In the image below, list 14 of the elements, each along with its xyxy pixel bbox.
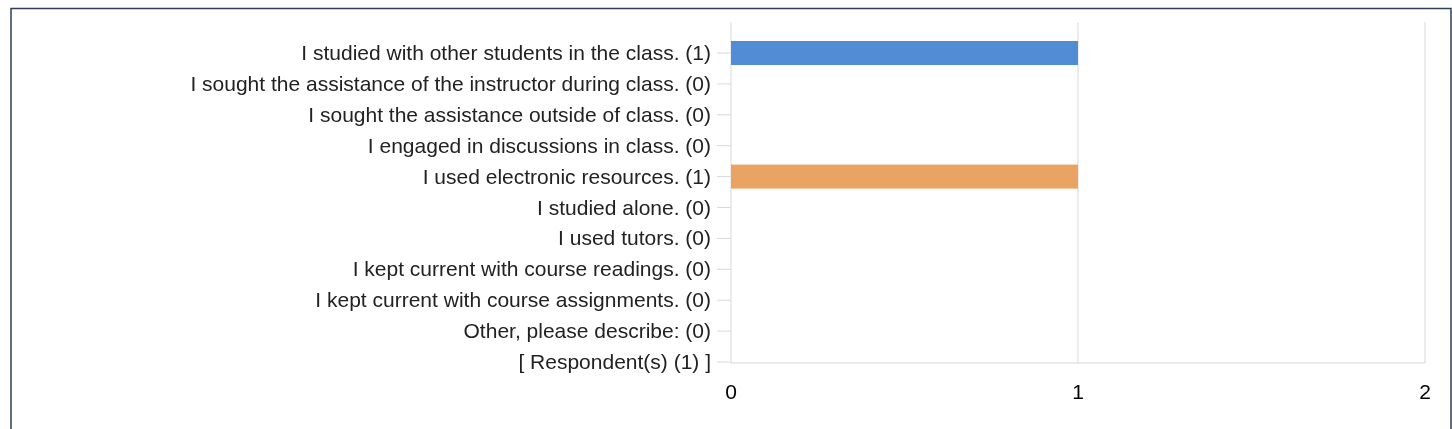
y-tick-label: Other, please describe: (0)	[463, 319, 711, 343]
y-tick-label: I used electronic resources. (1)	[422, 164, 711, 188]
y-tick-label: [ Respondent(s) (1) ]	[518, 350, 711, 373]
x-tick-label: 2	[1419, 380, 1431, 403]
y-tick-label: I kept current with course assignments. (0)	[315, 288, 711, 312]
x-tick-label: 0	[725, 380, 737, 403]
y-tick-label: I used tutors. (0)	[558, 226, 711, 250]
y-tick-label: I studied with other students in the class. (1)	[301, 41, 711, 64]
y-tick-label: I kept current with course readings. (0)	[352, 257, 711, 281]
y-tick-label: I engaged in discussions in class. (0)	[367, 133, 711, 157]
y-tick-label: I studied alone. (0)	[537, 195, 711, 219]
x-tick-label: 1	[1072, 380, 1084, 403]
y-tick-label: I sought the assistance of the instructor during class. (0)	[190, 71, 711, 95]
y-tick-label: I sought the assistance outside of class. (0)	[308, 102, 711, 126]
